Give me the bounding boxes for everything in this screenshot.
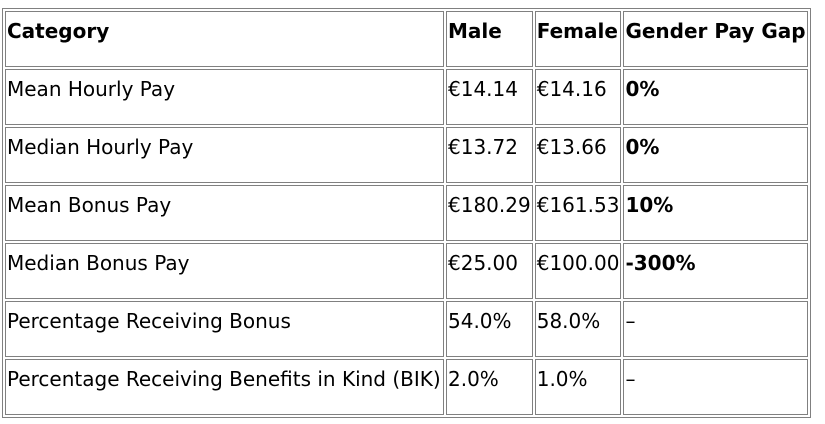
cell-category: Mean Bonus Pay (5, 185, 444, 241)
cell-gap: 10% (623, 185, 808, 241)
header-gender-pay-gap: Gender Pay Gap (623, 11, 808, 67)
table-row: Median Hourly Pay €13.72 €13.66 0% (5, 127, 808, 183)
table-row: Mean Bonus Pay €180.29 €161.53 10% (5, 185, 808, 241)
table-row: Median Bonus Pay €25.00 €100.00 -300% (5, 243, 808, 299)
cell-female: 58.0% (534, 301, 622, 357)
cell-male: 2.0% (446, 359, 533, 415)
cell-gap: – (623, 301, 808, 357)
cell-male: €13.72 (446, 127, 533, 183)
cell-gap: – (623, 359, 808, 415)
cell-category: Median Bonus Pay (5, 243, 444, 299)
cell-female: €13.66 (534, 127, 622, 183)
cell-male: 54.0% (446, 301, 533, 357)
cell-male: €25.00 (446, 243, 533, 299)
cell-female: €14.16 (534, 69, 622, 125)
header-category: Category (5, 11, 444, 67)
cell-category: Percentage Receiving Bonus (5, 301, 444, 357)
table-row: Percentage Receiving Benefits in Kind (B… (5, 359, 808, 415)
header-male: Male (446, 11, 533, 67)
cell-category: Mean Hourly Pay (5, 69, 444, 125)
cell-male: €14.14 (446, 69, 533, 125)
cell-category: Percentage Receiving Benefits in Kind (B… (5, 359, 444, 415)
cell-female: 1.0% (534, 359, 622, 415)
table-row: Percentage Receiving Bonus 54.0% 58.0% – (5, 301, 808, 357)
gender-pay-gap-table: Category Male Female Gender Pay Gap Mean… (2, 8, 811, 418)
table-header-row: Category Male Female Gender Pay Gap (5, 11, 808, 67)
header-female: Female (534, 11, 622, 67)
cell-male: €180.29 (446, 185, 533, 241)
pay-gap-table-container: Category Male Female Gender Pay Gap Mean… (2, 8, 811, 418)
cell-female: €100.00 (534, 243, 622, 299)
table-row: Mean Hourly Pay €14.14 €14.16 0% (5, 69, 808, 125)
cell-gap: -300% (623, 243, 808, 299)
cell-gap: 0% (623, 127, 808, 183)
cell-gap: 0% (623, 69, 808, 125)
cell-category: Median Hourly Pay (5, 127, 444, 183)
cell-female: €161.53 (534, 185, 622, 241)
